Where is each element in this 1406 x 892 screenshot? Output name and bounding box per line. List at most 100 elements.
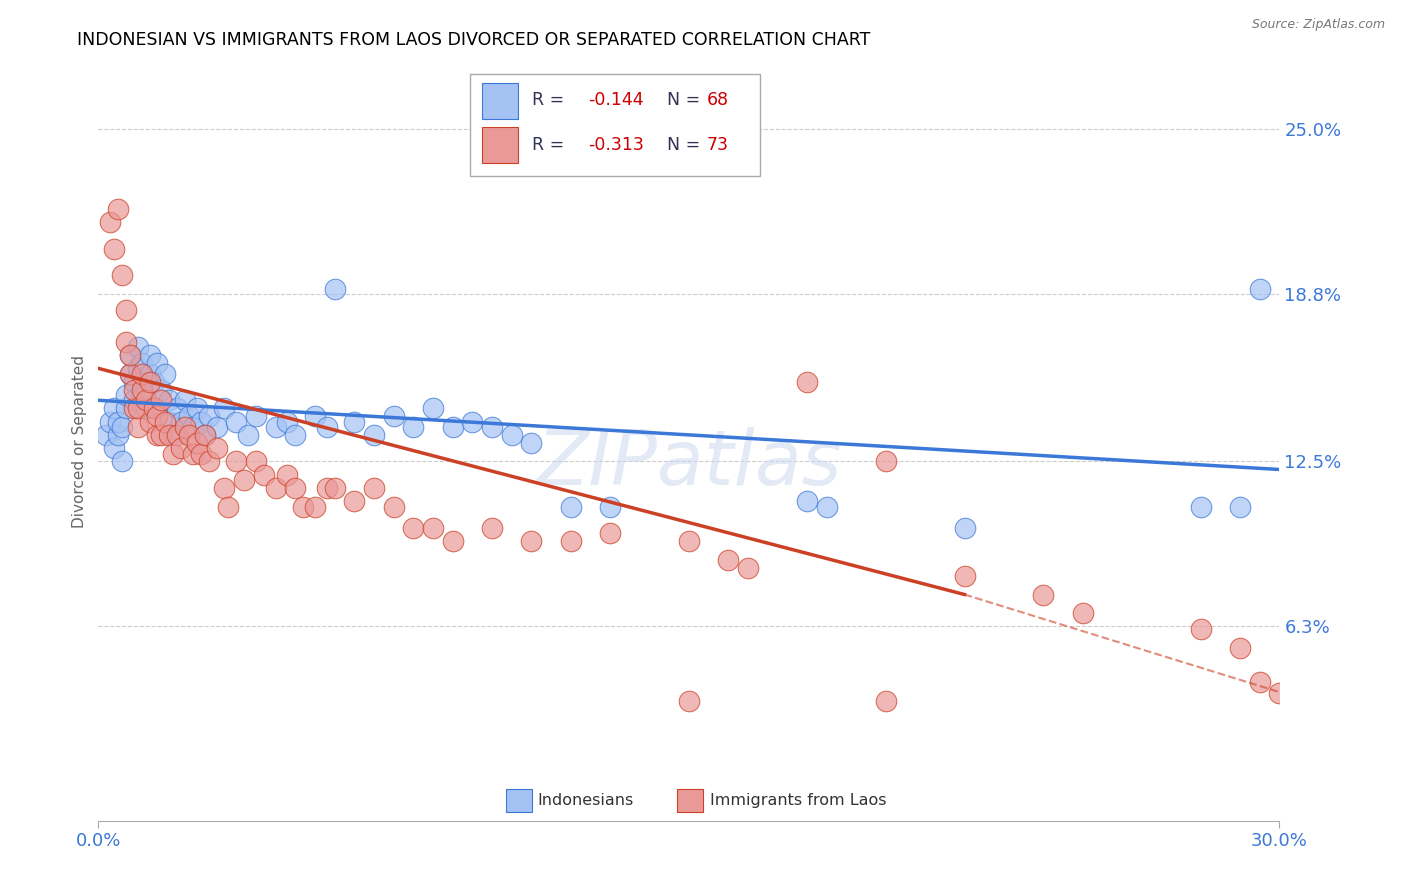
Point — [245, 454, 267, 468]
Point — [131, 367, 153, 381]
Point — [382, 500, 405, 514]
Point — [162, 428, 184, 442]
Point — [135, 393, 157, 408]
Point — [253, 467, 276, 482]
Point — [177, 409, 200, 424]
Point — [107, 428, 129, 442]
Point — [131, 383, 153, 397]
Point — [323, 282, 346, 296]
Point — [118, 367, 141, 381]
Point — [155, 415, 177, 429]
Point — [363, 428, 385, 442]
Point — [1032, 587, 1054, 601]
Point — [284, 428, 307, 442]
Point — [501, 428, 523, 442]
Point — [138, 367, 160, 381]
Text: N =: N = — [655, 91, 706, 109]
Point — [181, 446, 204, 460]
Point — [135, 401, 157, 416]
Point — [315, 481, 337, 495]
Point — [1249, 282, 1271, 296]
Point — [1229, 640, 1251, 655]
Point — [363, 481, 385, 495]
Text: -0.313: -0.313 — [589, 136, 644, 154]
Text: 73: 73 — [707, 136, 728, 154]
Text: Indonesians: Indonesians — [537, 793, 634, 807]
Point — [115, 388, 138, 402]
Point — [115, 302, 138, 317]
Point — [111, 454, 134, 468]
Point — [276, 467, 298, 482]
Point — [127, 420, 149, 434]
Point — [174, 393, 197, 408]
Point — [236, 428, 259, 442]
Point — [103, 401, 125, 416]
Point — [599, 526, 621, 541]
Point — [520, 534, 543, 549]
Point — [122, 401, 145, 416]
Point — [953, 521, 976, 535]
Point — [875, 694, 897, 708]
Point — [1189, 500, 1212, 514]
Point — [245, 409, 267, 424]
Point — [1347, 729, 1369, 743]
FancyBboxPatch shape — [506, 789, 531, 812]
Point — [174, 420, 197, 434]
Point — [177, 428, 200, 442]
Point — [953, 569, 976, 583]
Point — [678, 694, 700, 708]
Point — [146, 409, 169, 424]
Point — [127, 361, 149, 376]
Point — [422, 401, 444, 416]
Point — [225, 454, 247, 468]
Point — [118, 348, 141, 362]
Point — [481, 420, 503, 434]
Point — [111, 268, 134, 283]
Point — [205, 420, 228, 434]
Point — [118, 367, 141, 381]
Text: R =: R = — [531, 136, 569, 154]
Point — [107, 202, 129, 216]
Point — [170, 415, 193, 429]
FancyBboxPatch shape — [471, 74, 759, 177]
Point — [194, 428, 217, 442]
FancyBboxPatch shape — [482, 83, 517, 120]
Point — [1268, 686, 1291, 700]
Point — [115, 334, 138, 349]
Point — [560, 534, 582, 549]
Point — [304, 500, 326, 514]
Point — [461, 415, 484, 429]
Point — [146, 356, 169, 370]
Point — [131, 375, 153, 389]
Point — [157, 428, 180, 442]
Text: Source: ZipAtlas.com: Source: ZipAtlas.com — [1251, 18, 1385, 31]
Point — [402, 521, 425, 535]
Point — [214, 401, 236, 416]
Point — [1308, 707, 1330, 722]
Point — [1249, 675, 1271, 690]
Point — [875, 454, 897, 468]
Point — [233, 473, 256, 487]
Point — [146, 401, 169, 416]
Y-axis label: Divorced or Separated: Divorced or Separated — [72, 355, 87, 528]
Point — [343, 415, 366, 429]
Point — [122, 375, 145, 389]
Point — [138, 375, 160, 389]
Point — [186, 401, 208, 416]
Point — [1229, 500, 1251, 514]
Point — [1071, 606, 1094, 620]
Point — [441, 534, 464, 549]
Point — [118, 348, 141, 362]
Point — [190, 446, 212, 460]
Point — [560, 500, 582, 514]
Point — [815, 500, 838, 514]
Text: R =: R = — [531, 91, 569, 109]
Point — [190, 415, 212, 429]
Point — [304, 409, 326, 424]
Point — [142, 375, 165, 389]
Point — [103, 441, 125, 455]
Point — [138, 415, 160, 429]
Text: ZIPatlas: ZIPatlas — [536, 427, 842, 501]
Point — [166, 428, 188, 442]
Point — [103, 242, 125, 256]
